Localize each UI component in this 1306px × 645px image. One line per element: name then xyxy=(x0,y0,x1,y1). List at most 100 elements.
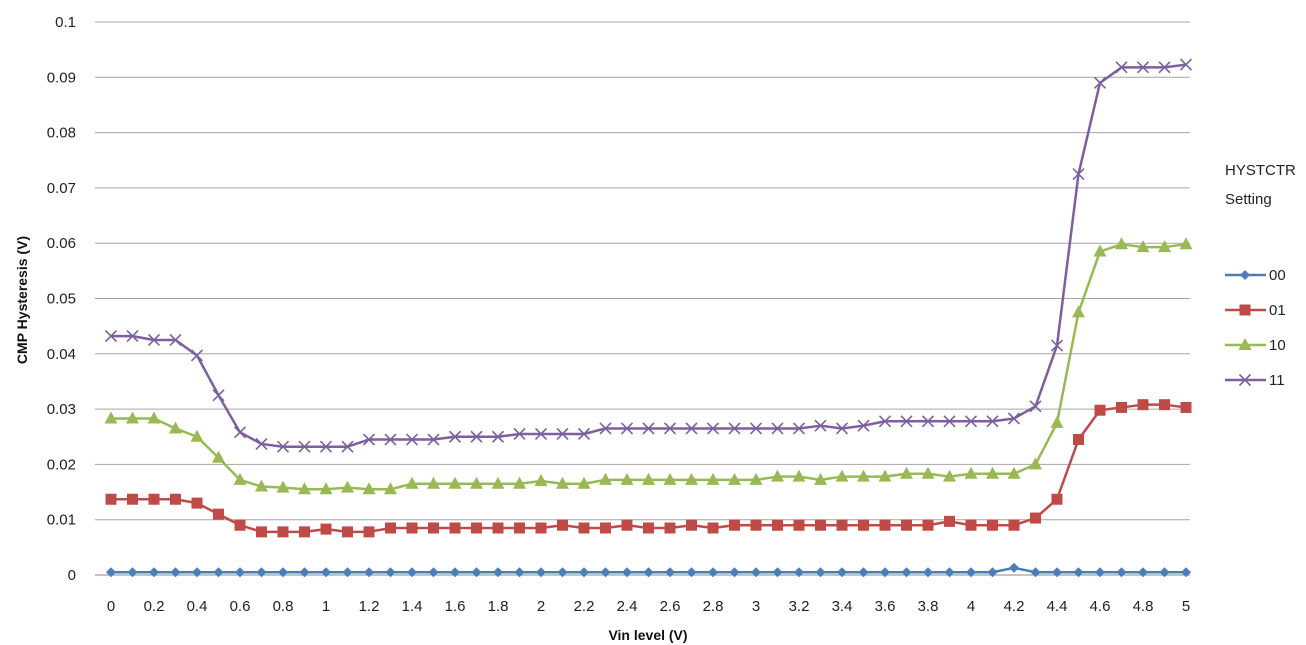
data-point xyxy=(212,450,225,463)
data-point xyxy=(772,519,783,531)
x-tick-label: 2.8 xyxy=(703,598,724,615)
data-point xyxy=(342,526,353,538)
data-point xyxy=(277,526,289,538)
data-point xyxy=(1029,457,1042,470)
data-point xyxy=(900,466,913,479)
data-point xyxy=(622,567,632,578)
data-point xyxy=(987,519,998,531)
data-point xyxy=(878,469,892,482)
data-point xyxy=(600,567,611,578)
x-tick-label: 1 xyxy=(322,598,330,615)
data-point xyxy=(536,567,546,578)
y-tick-labels: 0 0.01 0.02 0.03 0.04 0.05 0.06 0.07 0.08 0.09 0.1 xyxy=(47,14,76,584)
data-point xyxy=(1073,434,1084,446)
x-tick-label: 1.8 xyxy=(488,598,509,615)
x-tick-label: 4.4 xyxy=(1047,598,1068,615)
data-point xyxy=(514,567,525,578)
data-point xyxy=(299,567,310,578)
data-point xyxy=(213,508,224,520)
data-point xyxy=(729,519,740,531)
data-point xyxy=(1136,61,1150,74)
data-point xyxy=(1138,567,1148,578)
data-point xyxy=(815,519,826,531)
data-point xyxy=(708,567,718,578)
legend-label: 10 xyxy=(1269,337,1286,354)
data-point xyxy=(1050,415,1064,428)
data-point xyxy=(964,466,978,479)
data-point xyxy=(169,333,182,347)
data-point xyxy=(729,567,740,578)
y-tick-label: 0.1 xyxy=(55,14,76,31)
data-point xyxy=(663,472,677,485)
data-point xyxy=(879,519,891,531)
data-point xyxy=(643,567,654,578)
data-point xyxy=(1238,373,1252,387)
data-point xyxy=(944,567,955,578)
data-point xyxy=(1073,567,1084,578)
data-point xyxy=(751,567,761,578)
data-point xyxy=(1030,512,1041,524)
legend: HYSTCTR Setting 00 01 10 11 xyxy=(1225,162,1296,389)
data-point xyxy=(406,522,418,534)
y-axis-title: CMP Hysteresis (V) xyxy=(14,236,30,364)
data-point xyxy=(233,472,247,485)
series-group xyxy=(104,58,1193,578)
data-point xyxy=(749,422,763,435)
data-point xyxy=(1115,237,1128,250)
data-point xyxy=(535,522,547,534)
data-point xyxy=(857,419,870,432)
data-point xyxy=(966,567,976,578)
gridlines xyxy=(95,21,1190,576)
x-tick-label: 1.6 xyxy=(445,598,466,615)
x-tick-label: 1.4 xyxy=(402,598,423,615)
data-point xyxy=(1181,567,1191,578)
data-point xyxy=(878,415,892,428)
data-point xyxy=(1095,567,1105,578)
data-point xyxy=(1007,466,1021,479)
x-tick-label: 2.2 xyxy=(574,598,595,615)
data-point xyxy=(986,415,999,428)
series-line xyxy=(111,63,1187,448)
data-point xyxy=(577,476,591,489)
data-point xyxy=(1094,404,1106,416)
data-point xyxy=(706,422,720,435)
data-point xyxy=(213,567,224,578)
data-point xyxy=(1136,240,1150,253)
data-point xyxy=(987,567,998,578)
data-point xyxy=(363,526,375,538)
data-point xyxy=(470,430,483,443)
data-point xyxy=(169,421,182,434)
data-point xyxy=(965,519,977,531)
data-point xyxy=(514,522,525,534)
x-tick-label: 4 xyxy=(967,598,975,615)
series-01 xyxy=(105,399,1192,538)
data-point xyxy=(1030,567,1041,578)
data-point xyxy=(600,522,611,534)
y-tick-label: 0.01 xyxy=(47,512,76,529)
data-point xyxy=(557,519,568,531)
data-point xyxy=(233,426,247,439)
data-point xyxy=(578,522,590,534)
data-point xyxy=(491,430,505,443)
data-point xyxy=(278,567,288,578)
x-tick-label: 2 xyxy=(537,598,545,615)
legend-item-10: 10 xyxy=(1225,337,1286,354)
data-point xyxy=(577,427,591,441)
data-point xyxy=(1072,168,1085,181)
data-point xyxy=(1158,61,1171,74)
data-point xyxy=(192,567,202,578)
data-point xyxy=(943,415,956,428)
data-point xyxy=(1137,399,1149,411)
data-point xyxy=(579,567,589,578)
series-line xyxy=(111,243,1187,491)
data-point xyxy=(792,469,806,482)
data-point xyxy=(104,411,118,424)
data-point xyxy=(1029,400,1042,413)
data-point xyxy=(599,422,612,435)
data-point xyxy=(191,497,203,509)
data-point xyxy=(428,522,439,534)
data-point xyxy=(750,519,762,531)
legend-title-line-1: HYSTCTR xyxy=(1225,162,1296,179)
data-point xyxy=(944,515,955,527)
x-tick-label: 3.6 xyxy=(875,598,896,615)
